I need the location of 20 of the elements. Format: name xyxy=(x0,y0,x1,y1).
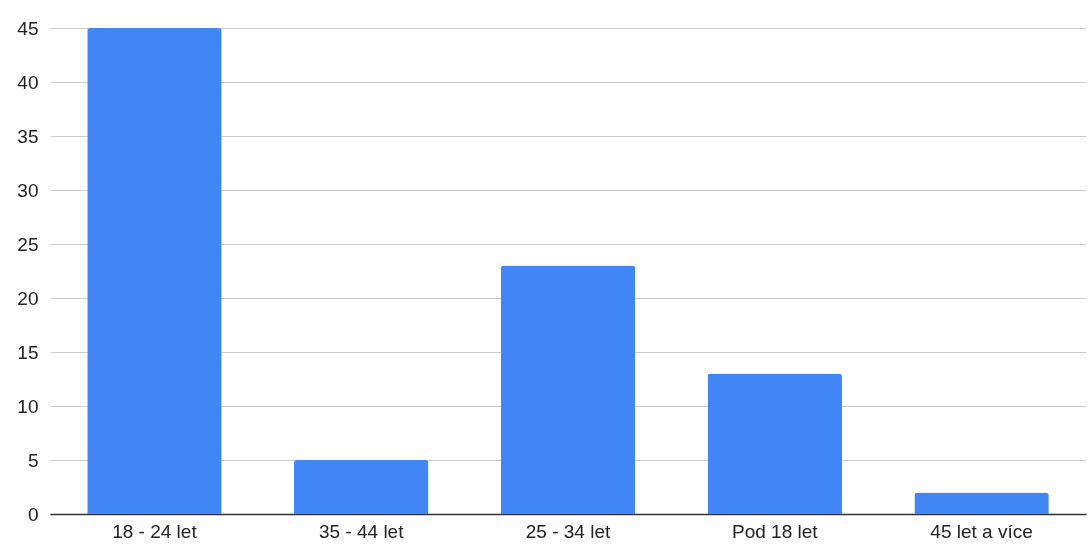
y-tick-label: 20 xyxy=(17,287,39,309)
x-tick-label: 18 - 24 let xyxy=(112,520,198,542)
y-tick-label: 35 xyxy=(17,125,39,147)
x-tick-label: 35 - 44 let xyxy=(318,520,405,542)
y-tick-label: 0 xyxy=(27,503,39,525)
y-tick-label: 40 xyxy=(17,71,39,93)
y-tick-label: 30 xyxy=(17,179,39,201)
x-tick-label: 45 let a více xyxy=(930,520,1033,542)
y-tick-label: 5 xyxy=(27,449,39,471)
bar xyxy=(707,373,842,514)
bar xyxy=(294,460,429,514)
y-tick-label: 15 xyxy=(17,341,39,363)
bar xyxy=(500,265,636,514)
x-tick-label: 25 - 34 let xyxy=(525,520,611,542)
y-tick-label: 10 xyxy=(17,395,39,417)
bar xyxy=(914,492,1049,514)
y-tick-label: 25 xyxy=(17,233,39,255)
y-tick-label: 45 xyxy=(17,17,39,39)
x-tick-label: Pod 18 let xyxy=(732,520,819,542)
bar xyxy=(87,28,222,514)
